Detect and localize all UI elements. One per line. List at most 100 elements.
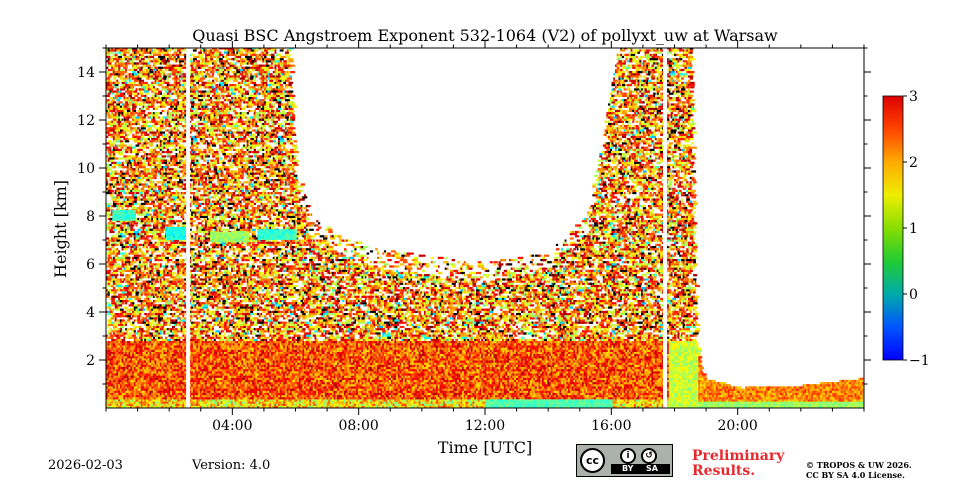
heatmap-cell bbox=[119, 347, 122, 350]
heatmap-cell bbox=[121, 291, 127, 294]
heatmap-cell bbox=[135, 345, 138, 348]
heatmap-cell bbox=[161, 181, 166, 184]
heatmap-cell bbox=[151, 276, 153, 279]
heatmap-cell bbox=[114, 401, 118, 404]
heatmap-cell bbox=[128, 144, 133, 147]
heatmap-cell bbox=[146, 267, 149, 270]
heatmap-cell bbox=[135, 367, 139, 370]
heatmap-cell bbox=[173, 81, 176, 84]
heatmap-cell bbox=[156, 228, 161, 231]
heatmap-cell bbox=[135, 140, 138, 143]
heatmap-cell bbox=[111, 289, 115, 292]
heatmap-cell bbox=[125, 75, 128, 78]
heatmap-cell bbox=[118, 256, 124, 259]
heatmap-cell bbox=[165, 51, 169, 54]
heatmap-cell bbox=[154, 112, 160, 115]
heatmap-cell bbox=[163, 209, 168, 212]
heatmap-cell bbox=[118, 200, 121, 203]
heatmap-cell bbox=[132, 151, 136, 154]
heatmap-cell bbox=[152, 269, 159, 272]
heatmap-cell bbox=[173, 127, 177, 130]
heatmap-cell bbox=[142, 155, 145, 158]
heatmap-cell bbox=[154, 122, 159, 126]
heatmap-cell bbox=[118, 284, 123, 288]
heatmap-cell bbox=[163, 202, 167, 205]
heatmap-cell bbox=[109, 142, 115, 145]
heatmap-cell bbox=[128, 239, 132, 242]
heatmap-cell bbox=[106, 360, 109, 363]
heatmap-cell bbox=[149, 179, 153, 182]
heatmap-cell bbox=[177, 192, 180, 195]
heatmap-cell bbox=[132, 68, 136, 72]
heatmap-cell bbox=[172, 347, 175, 350]
heatmap-cell bbox=[163, 328, 168, 331]
heatmap-cell bbox=[118, 205, 121, 208]
heatmap-cell bbox=[149, 375, 153, 378]
heatmap-cell bbox=[173, 315, 179, 318]
heatmap-cell bbox=[106, 302, 111, 305]
heatmap-cell bbox=[163, 144, 167, 147]
heatmap-cell bbox=[158, 192, 161, 195]
heatmap-cell bbox=[173, 364, 178, 367]
heatmap-cell bbox=[130, 114, 135, 117]
heatmap-cell bbox=[173, 146, 177, 149]
heatmap-cell bbox=[165, 295, 171, 298]
heatmap-cell bbox=[172, 68, 174, 72]
heatmap-cell bbox=[166, 338, 171, 342]
heatmap-cell bbox=[149, 263, 154, 266]
heatmap-cell bbox=[109, 84, 113, 87]
heatmap-cell bbox=[166, 323, 170, 326]
heatmap-cell bbox=[154, 323, 158, 326]
heatmap-cell bbox=[125, 62, 128, 65]
heatmap-cell bbox=[125, 330, 129, 333]
heatmap-cell bbox=[149, 403, 152, 406]
heatmap-cell bbox=[125, 243, 128, 246]
heatmap-cell bbox=[147, 297, 150, 300]
heatmap-cell bbox=[161, 237, 165, 240]
heatmap-cell bbox=[175, 181, 179, 184]
heatmap-cell bbox=[119, 377, 123, 380]
heatmap-cell bbox=[133, 73, 138, 76]
heatmap-cell bbox=[172, 261, 176, 264]
heatmap-cell bbox=[107, 382, 111, 385]
heatmap-cell bbox=[111, 222, 115, 225]
heatmap-cell bbox=[109, 358, 113, 361]
heatmap-cell bbox=[119, 230, 126, 234]
heatmap-cell bbox=[111, 116, 115, 119]
heatmap-cell bbox=[118, 66, 121, 69]
heatmap-cell bbox=[172, 209, 177, 212]
heatmap-cell bbox=[107, 215, 110, 218]
heatmap-cell bbox=[142, 183, 148, 186]
heatmap-cell bbox=[107, 284, 111, 288]
heatmap-cell bbox=[156, 230, 162, 234]
heatmap-cell bbox=[132, 179, 136, 182]
heatmap-cell bbox=[109, 384, 112, 387]
heatmap-cell bbox=[152, 384, 156, 387]
heatmap-cell bbox=[163, 174, 166, 177]
heatmap-cell bbox=[147, 157, 153, 160]
heatmap-cell bbox=[106, 170, 111, 173]
heatmap-cell bbox=[130, 148, 133, 151]
heatmap-cell bbox=[165, 133, 169, 136]
heatmap-cell bbox=[107, 377, 112, 380]
heatmap-cell bbox=[132, 379, 136, 383]
heatmap-cell bbox=[135, 246, 138, 249]
heatmap-cell bbox=[109, 88, 114, 91]
heatmap-cell bbox=[128, 269, 134, 272]
heatmap-cell bbox=[168, 129, 172, 132]
heatmap-cell bbox=[159, 347, 164, 350]
heatmap-cell bbox=[147, 84, 150, 87]
heatmap-cell bbox=[172, 127, 175, 130]
heatmap-cell bbox=[163, 99, 166, 102]
heatmap-cell bbox=[139, 138, 141, 141]
heatmap-cell bbox=[140, 334, 144, 337]
heatmap-cell bbox=[175, 252, 179, 255]
heatmap-cell bbox=[175, 189, 179, 192]
heatmap-cell bbox=[163, 354, 167, 357]
heatmap-cell bbox=[139, 261, 141, 264]
heatmap-cell bbox=[144, 367, 147, 370]
heatmap-cell bbox=[111, 354, 114, 357]
heatmap-cell bbox=[179, 371, 182, 374]
heatmap-cell bbox=[125, 336, 128, 339]
heatmap-cell bbox=[119, 321, 123, 324]
